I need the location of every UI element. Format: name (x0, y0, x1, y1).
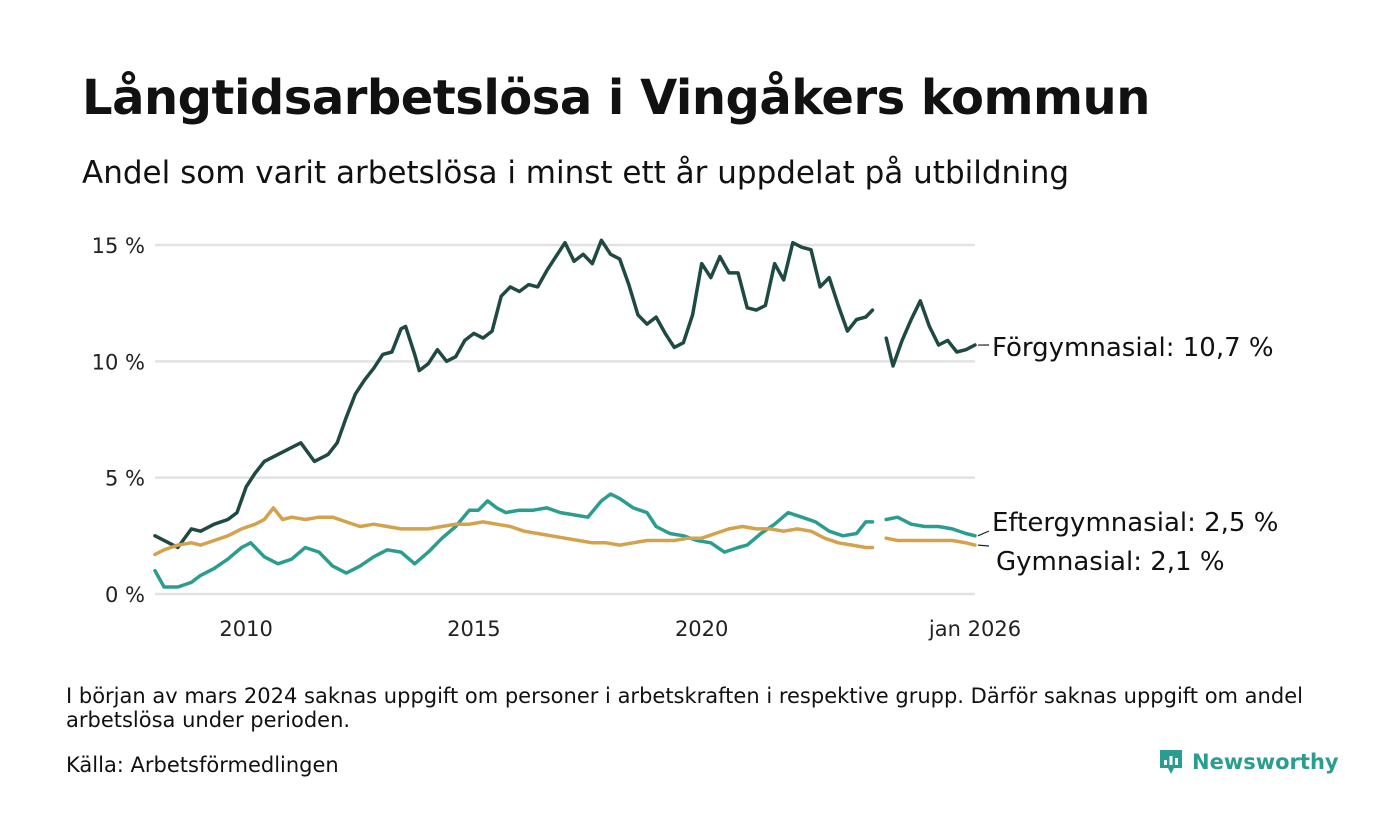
series-line-gymnasial-part-1 (153, 506, 875, 557)
y-tick-label: 15 % (92, 234, 145, 258)
x-tick-label: jan 2026 (928, 617, 1021, 641)
chart-subtitle: Andel som varit arbetslösa i minst ett å… (82, 155, 1070, 191)
leader-line-eftergymnasial (977, 530, 990, 537)
y-tick-label: 5 % (105, 467, 145, 491)
series-line-eftergymnasial-part-2 (884, 515, 977, 538)
y-tick-label: 10 % (92, 350, 145, 374)
chart-title: Långtidsarbetslösa i Vingåkers kommun (82, 70, 1150, 126)
source-note: Källa: Arbetsförmedlingen (66, 753, 339, 777)
series-line-gymnasial-part-2 (884, 536, 977, 547)
x-tick-label: 2015 (447, 617, 500, 641)
newsworthy-logo-icon (1160, 750, 1182, 774)
brand-name: Newsworthy (1192, 750, 1339, 774)
series-line-förgymnasial-part-1 (153, 238, 875, 550)
grid-layer (155, 243, 975, 596)
axis-layer: 0 % 5 % 10 % 15 % 2010 2015 2020 jan 2026 (92, 234, 1021, 641)
series-line-eftergymnasial-part-1 (153, 492, 875, 589)
y-tick-label: 0 % (105, 583, 145, 607)
series-line-förgymnasial-part-2 (884, 299, 977, 368)
leader-line-gymnasial (977, 544, 990, 547)
series-label-gymnasial: Gymnasial: 2,1 % (996, 547, 1225, 577)
series-layer (153, 238, 977, 589)
label-layer: Förgymnasial: 10,7 % Eftergymnasial: 2,5 … (977, 333, 1278, 577)
series-label-eftergymnasial: Eftergymnasial: 2,5 % (992, 508, 1278, 538)
footnote: I början av mars 2024 saknas uppgift om … (66, 684, 1303, 732)
x-tick-label: 2010 (219, 617, 272, 641)
brand-logo[interactable]: Newsworthy (1158, 748, 1339, 776)
x-tick-label: 2020 (675, 617, 728, 641)
series-label-förgymnasial: Förgymnasial: 10,7 % (992, 333, 1274, 363)
